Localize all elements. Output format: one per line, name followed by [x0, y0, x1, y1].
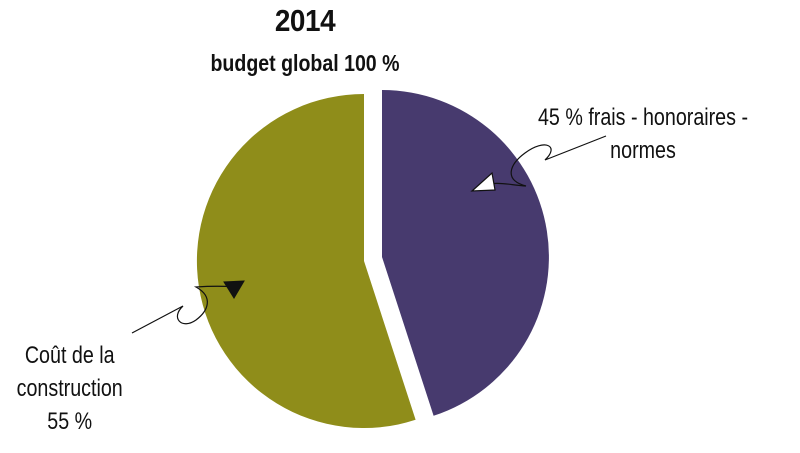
chart-title: 2014 [274, 3, 336, 38]
pie-slice-frais-honoraires-normes [382, 90, 549, 416]
slice-label-line: Coût de la [24, 342, 115, 369]
pie-slice-cout-construction [196, 93, 416, 428]
callout-line-right [479, 135, 607, 188]
slice-label-line: 45 % frais - honoraires - [537, 104, 748, 131]
slice-label-line: normes [610, 137, 676, 164]
chart-subtitle: budget global 100 % [210, 50, 400, 76]
callout-arrowhead-left [223, 280, 245, 299]
callout-line-left [131, 285, 237, 334]
slice-label-line: construction [16, 375, 123, 402]
slice-label-frais-honoraires-normes: 45 % frais - honoraires - normes [520, 101, 766, 167]
slice-label-cout-construction: Coût de la construction 55 % [0, 339, 139, 438]
slice-label-line: 55 % [47, 408, 93, 435]
callout-arrowhead-right [470, 171, 496, 192]
